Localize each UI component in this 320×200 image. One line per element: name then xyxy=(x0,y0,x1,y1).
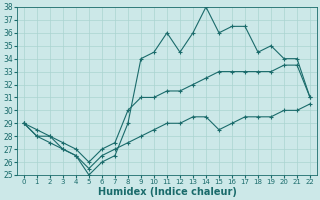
X-axis label: Humidex (Indice chaleur): Humidex (Indice chaleur) xyxy=(98,187,236,197)
